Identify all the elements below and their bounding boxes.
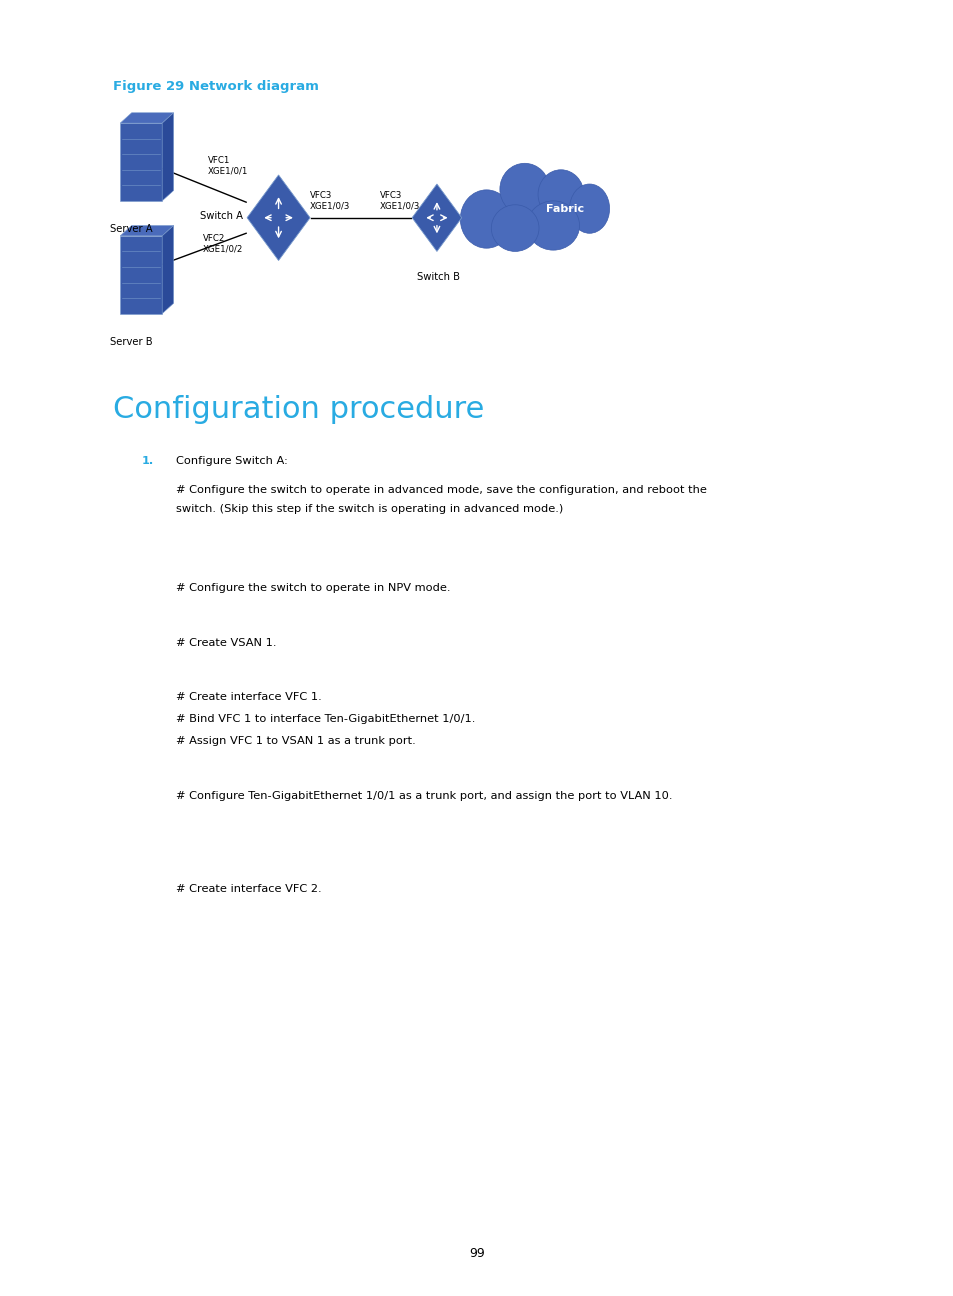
Ellipse shape (569, 184, 609, 233)
Polygon shape (247, 175, 310, 260)
Polygon shape (120, 226, 173, 236)
Ellipse shape (499, 163, 549, 215)
Text: 1.: 1. (141, 456, 153, 467)
Text: Configuration procedure: Configuration procedure (112, 395, 483, 424)
Text: # Bind VFC 1 to interface Ten-GigabitEthernet 1/0/1.: # Bind VFC 1 to interface Ten-GigabitEth… (176, 714, 476, 724)
Text: # Configure the switch to operate in advanced mode, save the configuration, and : # Configure the switch to operate in adv… (176, 485, 706, 495)
Polygon shape (412, 184, 461, 251)
Ellipse shape (459, 191, 513, 249)
Text: # Configure the switch to operate in NPV mode.: # Configure the switch to operate in NPV… (176, 583, 451, 594)
Text: # Create VSAN 1.: # Create VSAN 1. (176, 638, 276, 648)
Polygon shape (120, 113, 173, 123)
Ellipse shape (537, 170, 583, 219)
Text: # Create interface VFC 2.: # Create interface VFC 2. (176, 884, 322, 894)
Text: VFC1
XGE1/0/1: VFC1 XGE1/0/1 (208, 157, 248, 175)
Ellipse shape (491, 205, 538, 251)
Text: Fabric: Fabric (545, 203, 583, 214)
Polygon shape (162, 113, 173, 201)
Text: 99: 99 (469, 1247, 484, 1260)
Text: VFC3
XGE1/0/3: VFC3 XGE1/0/3 (310, 192, 350, 210)
Text: Configure Switch A:: Configure Switch A: (176, 456, 288, 467)
Text: Server B: Server B (111, 337, 152, 347)
Text: VFC3
XGE1/0/3: VFC3 XGE1/0/3 (379, 192, 419, 210)
Text: Figure 29 Network diagram: Figure 29 Network diagram (112, 80, 318, 93)
Polygon shape (120, 236, 162, 314)
Polygon shape (162, 226, 173, 314)
Text: Server A: Server A (111, 224, 152, 235)
Text: # Assign VFC 1 to VSAN 1 as a trunk port.: # Assign VFC 1 to VSAN 1 as a trunk port… (176, 736, 416, 746)
Text: # Configure Ten-GigabitEthernet 1/0/1 as a trunk port, and assign the port to VL: # Configure Ten-GigabitEthernet 1/0/1 as… (176, 791, 672, 801)
Text: # Create interface VFC 1.: # Create interface VFC 1. (176, 692, 322, 702)
Text: switch. (Skip this step if the switch is operating in advanced mode.): switch. (Skip this step if the switch is… (176, 504, 563, 515)
Polygon shape (120, 123, 162, 201)
Text: Switch A: Switch A (200, 211, 243, 222)
Text: VFC2
XGE1/0/2: VFC2 XGE1/0/2 (203, 235, 243, 253)
Ellipse shape (527, 201, 579, 250)
Text: Switch B: Switch B (416, 272, 460, 283)
